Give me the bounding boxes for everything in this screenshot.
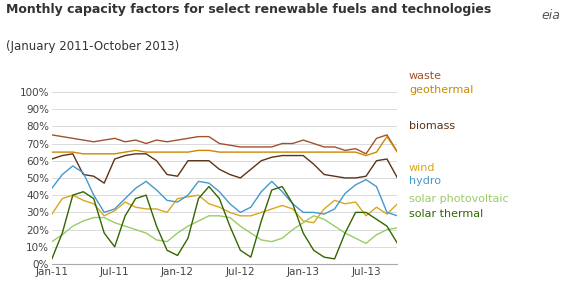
Text: (January 2011-October 2013): (January 2011-October 2013) <box>6 40 179 53</box>
Text: solar thermal: solar thermal <box>409 209 483 219</box>
Text: solar photovoltaic: solar photovoltaic <box>409 195 509 204</box>
Text: wind: wind <box>409 163 435 173</box>
Text: biomass: biomass <box>409 121 455 131</box>
Text: waste: waste <box>409 71 442 81</box>
Text: hydro: hydro <box>409 176 441 186</box>
Text: eia: eia <box>541 9 560 22</box>
Text: geothermal: geothermal <box>409 86 473 95</box>
Text: Monthly capacity factors for select renewable fuels and technologies: Monthly capacity factors for select rene… <box>6 3 491 16</box>
